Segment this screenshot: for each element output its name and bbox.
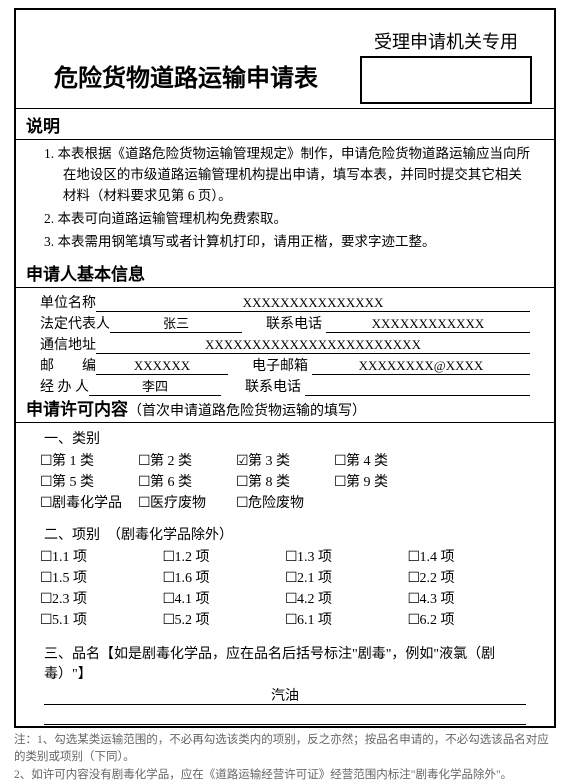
addr-value[interactable]: XXXXXXXXXXXXXXXXXXXXXXX [96,336,530,354]
instructions-section: 说明 1. 本表根据《道路危险货物运输管理规定》制作，申请危险货物道路运输应当向… [16,108,554,261]
stamp-label: 受理申请机关专用 [360,28,532,54]
item-checkbox[interactable]: ☐2.2 项 [408,567,531,587]
zip-label: 邮 编 [40,355,96,375]
item-checkbox[interactable]: ☐4.2 项 [285,588,408,608]
category-checkbox[interactable]: ☐第 5 类 [40,471,138,491]
category-checkbox [334,492,432,512]
legal-phone-label: 联系电话 [242,313,326,333]
instruction-item: 1. 本表根据《道路危险货物运输管理规定》制作，申请危险货物道路运输应当向所在地… [44,144,530,207]
category-checkbox[interactable]: ☐第 8 类 [236,471,334,491]
item-checkbox[interactable]: ☐4.3 项 [408,588,531,608]
category-checkbox [432,492,530,512]
category-title: 一、类别 [44,428,530,448]
email-value[interactable]: XXXXXXXX@XXXX [312,357,530,375]
instructions-body: 1. 本表根据《道路危险货物运输管理规定》制作，申请危险货物道路运输应当向所在地… [16,140,554,261]
permit-heading-note: （首次申请道路危险货物运输的填写） [128,404,366,419]
pinming-value[interactable]: 汽油 [44,685,526,705]
zip-value[interactable]: XXXXXX [96,357,228,375]
category-checkbox[interactable]: ☐第 1 类 [40,450,138,470]
item-checkbox[interactable]: ☐2.3 项 [40,588,163,608]
item-checkbox[interactable]: ☐5.2 项 [163,609,286,629]
basic-info-section: 申请人基本信息 单位名称 XXXXXXXXXXXXXXX 法定代表人 张三 联系… [16,256,554,401]
item-checkbox[interactable]: ☐1.4 项 [408,546,531,566]
item-checkbox[interactable]: ☐1.6 项 [163,567,286,587]
item-checkbox[interactable]: ☐1.3 项 [285,546,408,566]
category-checkbox [432,471,530,491]
category-checkbox [432,450,530,470]
email-label: 电子邮箱 [228,355,312,375]
item-grid: ☐1.1 项☐1.2 项☐1.3 项☐1.4 项 ☐1.5 项☐1.6 项☐2.1… [40,546,530,629]
legal-value[interactable]: 张三 [110,315,242,333]
category-checkbox[interactable]: ☐医疗废物 [138,492,236,512]
legal-phone-value[interactable]: XXXXXXXXXXXX [326,315,530,333]
item-checkbox[interactable]: ☐6.2 项 [408,609,531,629]
permit-heading-text: 申请许可内容 [26,400,128,419]
category-checkbox[interactable]: ☐第 4 类 [334,450,432,470]
instruction-item: 2. 本表可向道路运输管理机构免费索取。 [44,209,530,230]
legal-label: 法定代表人 [40,313,110,333]
instruction-item: 3. 本表需用钢笔填写或者计算机打印，请用正楷，要求字迹工整。 [44,232,530,253]
item-checkbox[interactable]: ☐4.1 项 [163,588,286,608]
pinming-title: 三、品名【如是剧毒化学品，应在品名后括号标注"剧毒"，例如"液氯（剧毒）"】 [44,643,530,683]
category-grid: ☐第 1 类☐第 2 类☑第 3 类☐第 4 类 ☐第 5 类☐第 6 类☐第 8… [40,450,530,512]
item-checkbox[interactable]: ☐6.1 项 [285,609,408,629]
category-checkbox[interactable]: ☐第 2 类 [138,450,236,470]
permit-heading: 申请许可内容（首次申请道路危险货物运输的填写） [16,392,554,423]
item-title: 二、项别 （剧毒化学品除外） [44,524,530,544]
pinming-blank[interactable] [44,707,526,725]
permit-section: 申请许可内容（首次申请道路危险货物运输的填写） 一、类别 ☐第 1 类☐第 2 … [16,392,554,729]
permit-body: 一、类别 ☐第 1 类☐第 2 类☑第 3 类☐第 4 类 ☐第 5 类☐第 6 … [16,423,554,729]
instructions-heading: 说明 [16,108,554,140]
basic-info-heading: 申请人基本信息 [16,256,554,288]
footnote-item: 注：1、勾选某类运输范围的，不必再勾选该类内的项别，反之亦然；按品名申请的，不必… [14,732,556,767]
item-checkbox[interactable]: ☐1.5 项 [40,567,163,587]
form-title: 危险货物道路运输申请表 [54,58,318,93]
unit-label: 单位名称 [40,292,96,312]
addr-label: 通信地址 [40,334,96,354]
category-checkbox[interactable]: ☐剧毒化学品 [40,492,138,512]
category-checkbox[interactable]: ☐第 9 类 [334,471,432,491]
form-page: 受理申请机关专用 危险货物道路运输申请表 说明 1. 本表根据《道路危险货物运输… [14,8,556,728]
footnote-item: 2、如许可内容没有剧毒化学品，应在《道路运输经营许可证》经营范围内标注"剧毒化学… [14,767,556,784]
category-checkbox[interactable]: ☐危险废物 [236,492,334,512]
item-checkbox[interactable]: ☐2.1 项 [285,567,408,587]
basic-info-body: 单位名称 XXXXXXXXXXXXXXX 法定代表人 张三 联系电话 XXXXX… [16,288,554,401]
item-checkbox[interactable]: ☐1.2 项 [163,546,286,566]
category-checkbox[interactable]: ☑第 3 类 [236,450,334,470]
category-checkbox[interactable]: ☐第 6 类 [138,471,236,491]
stamp-box [360,56,532,104]
item-checkbox[interactable]: ☐1.1 项 [40,546,163,566]
item-checkbox[interactable]: ☐5.1 项 [40,609,163,629]
unit-value[interactable]: XXXXXXXXXXXXXXX [96,294,530,312]
stamp-area: 受理申请机关专用 [360,28,532,104]
